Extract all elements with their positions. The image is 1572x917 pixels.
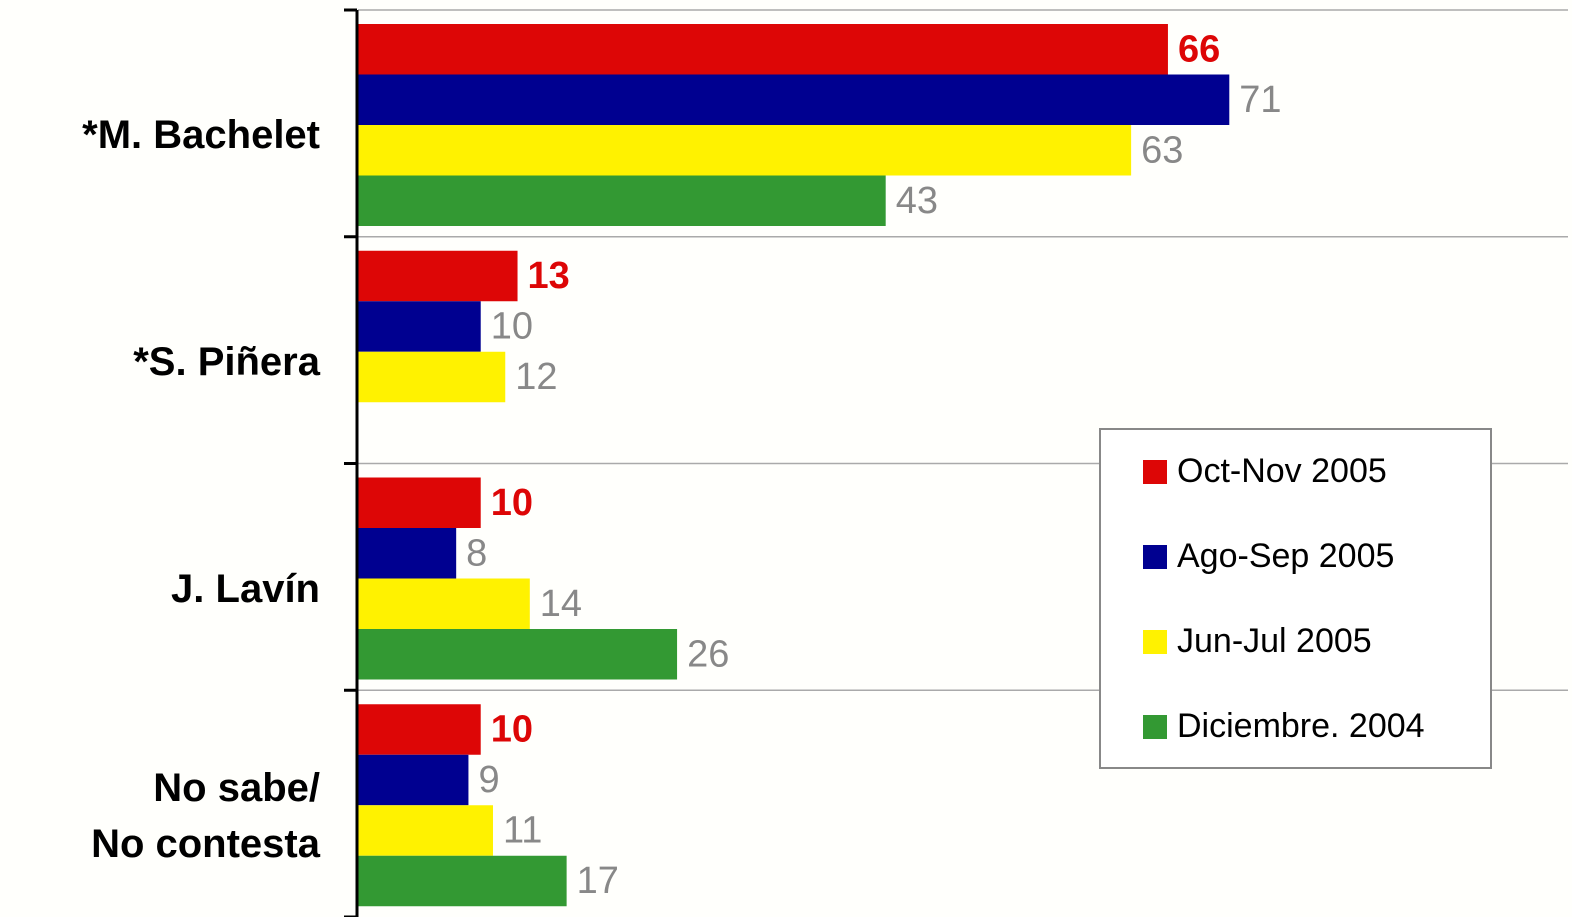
value-label: 9: [478, 759, 499, 801]
bar: [358, 351, 506, 403]
y-tick-label: *S. Piñera: [133, 340, 320, 385]
bar: [358, 74, 1230, 125]
value-label: 10: [491, 709, 533, 751]
value-label: 10: [491, 306, 533, 348]
legend-swatch: [1143, 714, 1167, 739]
legend-swatch: [1143, 629, 1167, 654]
y-tick-label: *M. Bachelet: [82, 113, 320, 158]
legend-label: Oct-Nov 2005: [1177, 452, 1387, 490]
bar: [358, 578, 530, 629]
legend-label: Ago-Sep 2005: [1177, 537, 1395, 575]
value-label: 8: [466, 532, 487, 574]
value-label: 63: [1141, 129, 1183, 171]
legend-label: Diciembre. 2004: [1177, 707, 1425, 745]
legend-label: Jun-Jul 2005: [1177, 622, 1372, 660]
value-label: 71: [1239, 79, 1281, 121]
bar: [358, 175, 886, 226]
bar: [358, 528, 457, 579]
y-tick-label: J. Lavín: [171, 566, 320, 611]
bar: [358, 629, 678, 680]
legend-item: Diciembre. 2004: [1143, 707, 1425, 746]
legend-swatch: [1143, 459, 1167, 484]
value-label: 13: [528, 255, 570, 297]
y-tick-label: No sabe/ No contesta: [91, 765, 320, 866]
legend-item: Oct-Nov 2005: [1143, 452, 1387, 491]
legend-swatch: [1143, 544, 1167, 569]
legend: Oct-Nov 2005 Ago-Sep 2005 Jun-Jul 2005 Dici…: [1099, 428, 1492, 769]
bar: [358, 805, 493, 856]
value-label: 66: [1178, 28, 1220, 70]
bar: [358, 855, 567, 907]
bar: [358, 754, 469, 806]
value-label: 11: [503, 810, 542, 852]
bar: [358, 125, 1132, 176]
bar: [358, 704, 481, 755]
value-label: 10: [491, 482, 533, 524]
legend-item: Jun-Jul 2005: [1143, 622, 1372, 661]
value-label: 43: [896, 180, 938, 222]
bar: [358, 477, 481, 528]
value-label: 26: [687, 633, 729, 675]
bar: [358, 24, 1168, 75]
value-label: 17: [577, 860, 619, 902]
bar: [358, 250, 518, 302]
bar: [358, 301, 481, 352]
legend-item: Ago-Sep 2005: [1143, 537, 1394, 576]
value-label: 12: [515, 356, 557, 398]
value-label: 14: [540, 583, 582, 625]
